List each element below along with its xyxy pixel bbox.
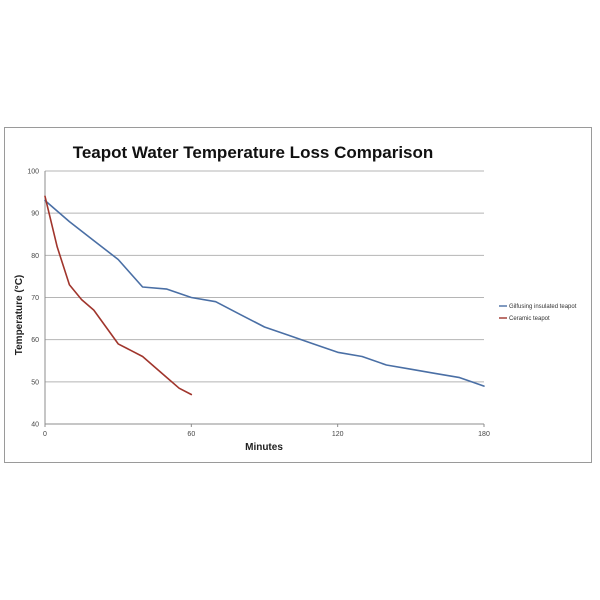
y-tick-label: 40 — [31, 422, 39, 429]
x-axis-label: Minutes — [245, 442, 283, 453]
y-tick-label: 80 — [31, 253, 39, 260]
legend-label: Gilfusing insulated teapot — [509, 304, 577, 310]
legend: Gilfusing insulated teapot Ceramic teapot — [499, 304, 577, 322]
chart-title: Teapot Water Temperature Loss Comparison — [73, 143, 434, 162]
y-tick-label: 50 — [31, 379, 39, 386]
chart-frame: Teapot Water Temperature Loss Comparison… — [4, 127, 592, 463]
y-tick-labels: 40 50 60 70 80 90 100 — [27, 169, 39, 429]
legend-label: Ceramic teapot — [509, 316, 550, 322]
y-tick-label: 70 — [31, 295, 39, 302]
chart-svg: Teapot Water Temperature Loss Comparison… — [14, 143, 577, 453]
y-tick-label: 60 — [31, 337, 39, 344]
x-tick-label: 120 — [332, 431, 344, 438]
x-tick-label: 0 — [43, 431, 47, 438]
series-lines — [44, 195, 485, 396]
y-tick-label: 90 — [31, 211, 39, 218]
plot-axes — [44, 171, 485, 427]
y-axis-label: Temperature (°C) — [14, 275, 25, 356]
x-tick-label: 180 — [478, 431, 490, 438]
gridlines — [45, 170, 484, 383]
x-tick-labels: 0 60 120 180 — [43, 431, 490, 438]
x-tick-label: 60 — [187, 431, 195, 438]
series-line-insulated-teapot — [44, 199, 485, 387]
series-line-ceramic-teapot — [44, 195, 193, 396]
y-tick-label: 100 — [27, 169, 39, 176]
